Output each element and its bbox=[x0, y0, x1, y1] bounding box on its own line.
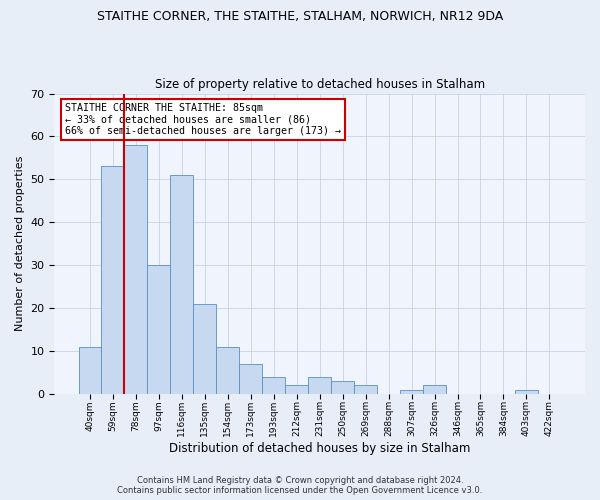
Bar bbox=[124, 145, 148, 394]
Bar bbox=[217, 346, 239, 394]
X-axis label: Distribution of detached houses by size in Stalham: Distribution of detached houses by size … bbox=[169, 442, 470, 455]
Text: STAITHE CORNER, THE STAITHE, STALHAM, NORWICH, NR12 9DA: STAITHE CORNER, THE STAITHE, STALHAM, NO… bbox=[97, 10, 503, 23]
Bar bbox=[170, 175, 193, 394]
Text: STAITHE CORNER THE STAITHE: 85sqm
← 33% of detached houses are smaller (86)
66% : STAITHE CORNER THE STAITHE: 85sqm ← 33% … bbox=[65, 102, 341, 136]
Bar bbox=[308, 376, 331, 394]
Bar bbox=[262, 376, 285, 394]
Bar bbox=[193, 304, 217, 394]
Bar bbox=[400, 390, 423, 394]
Bar bbox=[101, 166, 124, 394]
Bar bbox=[515, 390, 538, 394]
Bar bbox=[148, 265, 170, 394]
Bar bbox=[239, 364, 262, 394]
Bar bbox=[79, 346, 101, 394]
Bar bbox=[331, 381, 354, 394]
Bar bbox=[354, 385, 377, 394]
Text: Contains HM Land Registry data © Crown copyright and database right 2024.
Contai: Contains HM Land Registry data © Crown c… bbox=[118, 476, 482, 495]
Title: Size of property relative to detached houses in Stalham: Size of property relative to detached ho… bbox=[155, 78, 485, 91]
Bar bbox=[285, 385, 308, 394]
Bar bbox=[423, 385, 446, 394]
Y-axis label: Number of detached properties: Number of detached properties bbox=[15, 156, 25, 332]
